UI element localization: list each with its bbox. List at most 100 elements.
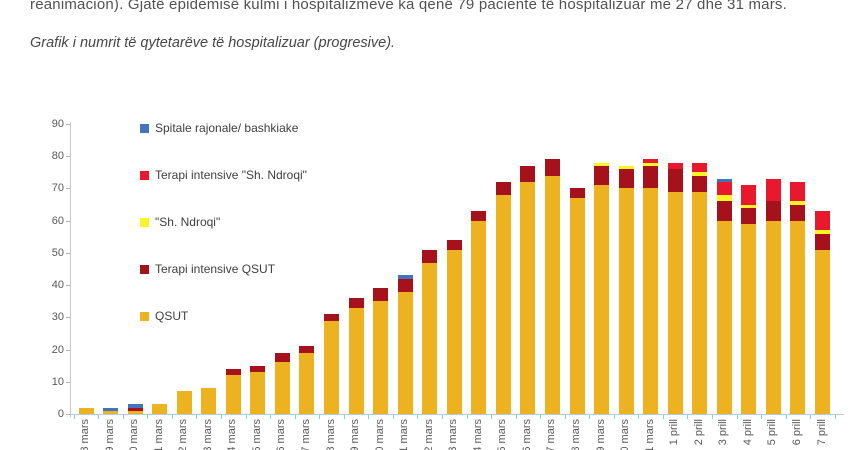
bar-segment (594, 165, 610, 186)
x-axis-category-label: 4 prill (741, 419, 754, 446)
x-axis-tick-mark (564, 415, 566, 419)
bar-segment (520, 182, 536, 414)
x-axis-tick-mark (294, 415, 296, 419)
bar-segment (667, 191, 683, 414)
x-axis-category-label: 15 mars (250, 419, 263, 450)
bar-segment (397, 275, 413, 279)
bar-segment (446, 249, 462, 414)
y-axis-tick-mark (66, 252, 70, 254)
bar-segment (569, 188, 585, 199)
y-axis-tick-label: 80 (51, 150, 64, 163)
x-axis-category-label: 29 mars (594, 419, 607, 450)
x-axis-category-label: 28 mars (570, 419, 582, 450)
y-axis-tick-label: 90 (51, 118, 64, 130)
bar-segment (594, 185, 610, 414)
bar-segment (446, 240, 462, 250)
x-axis-category-label: 3 prill (717, 419, 730, 446)
bar-segment (299, 352, 315, 414)
x-axis-tick-mark (761, 415, 763, 419)
x-axis-category-label: 6 prill (790, 419, 803, 446)
legend-color-swatch (140, 264, 149, 274)
bar-segment (643, 165, 659, 189)
x-axis-tick-mark (245, 415, 247, 419)
x-axis-category-label: 2 prill (692, 419, 705, 446)
bar-segment (815, 211, 830, 231)
x-axis-tick-mark (319, 415, 321, 419)
x-axis-tick-mark (662, 415, 664, 419)
bar-segment (790, 204, 806, 221)
bar-segment (815, 230, 830, 234)
y-axis-tick-mark (66, 414, 70, 415)
bar-segment (250, 372, 266, 414)
bar-segment (790, 201, 806, 205)
x-axis-tick-mark (270, 415, 272, 419)
bar-segment (152, 404, 168, 414)
bar-segment (299, 346, 315, 353)
bar-segment (544, 175, 560, 414)
bar-segment (716, 182, 732, 195)
x-axis-category-label: 8 mars (79, 419, 91, 450)
x-axis-category-label: 24 mars (471, 419, 484, 450)
legend-item: Spitale rajonale/ bashkiake (140, 121, 298, 135)
x-axis-category-label: 26 mars (520, 419, 533, 450)
bar-segment (324, 314, 339, 321)
bar-segment (201, 388, 217, 414)
bar-segment (495, 194, 511, 414)
bar-segment (618, 165, 634, 170)
bar-segment (741, 207, 757, 224)
bar-segment (741, 185, 757, 205)
y-axis-tick-label: 30 (51, 311, 64, 324)
bar-segment (765, 220, 781, 414)
bar-segment (544, 159, 560, 176)
bar-segment (422, 249, 438, 263)
y-axis-tick-label: 60 (51, 214, 64, 227)
y-axis-tick-mark (66, 285, 70, 287)
bar-segment (716, 178, 732, 182)
bar-segment (520, 165, 536, 182)
bar-segment (127, 404, 143, 408)
x-axis-category-label: 20 mars (373, 419, 386, 450)
legend-item: Terapi intensive "Sh. Ndroqi" (140, 168, 307, 182)
y-axis-tick-label: 0 (57, 408, 64, 420)
x-axis-tick-mark (712, 415, 714, 419)
x-axis-category-label: 12 mars (177, 419, 190, 450)
legend-item-label: "Sh. Ndroqi" (155, 215, 221, 229)
bar-segment (643, 159, 659, 163)
bar-segment (495, 182, 511, 195)
y-axis-tick-label: 10 (51, 375, 64, 388)
y-axis-tick-label: 50 (51, 246, 64, 259)
y-axis-tick-label: 40 (51, 279, 64, 292)
bar-segment (815, 233, 830, 250)
legend-color-swatch (140, 123, 149, 133)
y-axis-tick-mark (66, 156, 70, 158)
bar-segment (692, 172, 708, 176)
y-axis-tick-label: 70 (51, 182, 64, 195)
bar-segment (741, 223, 757, 414)
chart-caption: Grafik i numrit të qytetarëve të hospita… (30, 35, 396, 51)
bar-segment (225, 368, 241, 376)
bar-segment (127, 410, 143, 414)
x-axis-tick-mark (368, 415, 370, 419)
y-axis-tick-mark (66, 381, 70, 383)
bar-segment (692, 175, 708, 192)
bar-segment (274, 352, 290, 363)
x-axis-tick-mark (147, 415, 149, 419)
legend-item-label: Terapi intensive QSUT (155, 262, 276, 276)
bar-segment (692, 162, 708, 173)
x-axis-category-label: 23 mars (447, 419, 460, 450)
x-axis-category-label: 17 mars (299, 419, 312, 450)
x-axis-tick-mark (221, 415, 223, 419)
x-axis-category-label: 7 prill (815, 419, 828, 446)
bar-segment (790, 220, 806, 414)
x-axis-category-label: 5 prill (766, 419, 779, 446)
legend-item: Terapi intensive QSUT (140, 262, 276, 276)
y-axis-tick-mark (66, 220, 70, 222)
bar-segment (103, 407, 119, 411)
x-axis-category-label: 22 mars (422, 419, 435, 450)
bar-segment (643, 188, 659, 414)
x-axis-tick-mark (785, 415, 787, 419)
bar-segment (716, 194, 732, 202)
x-axis-tick-mark (417, 415, 419, 419)
x-axis-tick-mark (589, 415, 591, 419)
